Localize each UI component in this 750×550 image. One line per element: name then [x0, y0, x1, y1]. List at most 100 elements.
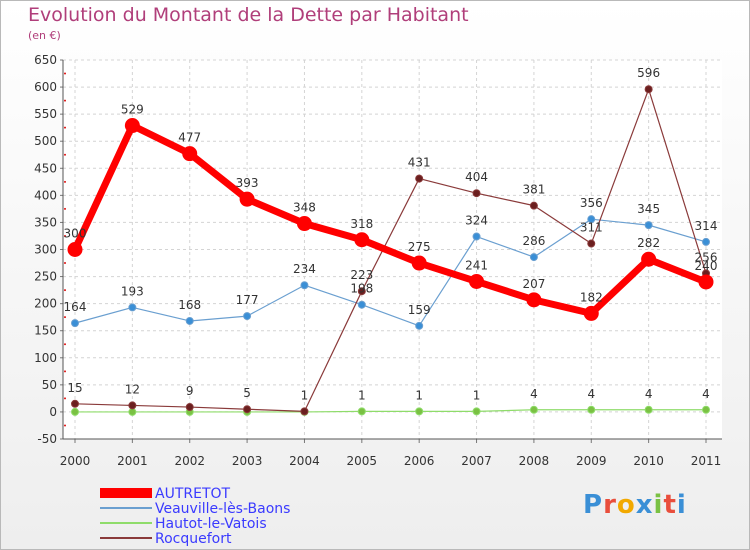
data-point-hautot-le-vatois [71, 407, 79, 416]
x-tick-label: 2002 [174, 454, 205, 468]
data-label-rocquefort: 5 [243, 386, 251, 400]
data-label-rocquefort: 223 [350, 268, 373, 282]
series-line-rocquefort [74, 88, 707, 412]
data-point-rocquefort [587, 239, 596, 248]
data-label-autretot: 182 [580, 290, 603, 304]
data-point-rocquefort [529, 201, 538, 210]
data-label-veauville-l-s-baons: 314 [695, 219, 718, 233]
data-label-autretot: 240 [695, 259, 718, 273]
y-tick-label: 550 [34, 107, 57, 121]
y-minor-tick [64, 180, 66, 183]
data-label-veauville-l-s-baons: 234 [293, 262, 316, 276]
brand-logo: Proxiti [583, 490, 687, 520]
data-label-veauville-l-s-baons: 159 [408, 303, 431, 317]
data-label-veauville-l-s-baons: 286 [522, 234, 545, 248]
y-tick-label: 100 [34, 351, 57, 365]
y-minor-tick [64, 153, 66, 156]
y-tick-label: -50 [37, 432, 57, 446]
data-point-autretot [67, 242, 83, 257]
data-point-veauville-l-s-baons [644, 221, 653, 230]
data-label-hautot-le-vatois: 4 [702, 387, 710, 401]
data-point-rocquefort [128, 401, 137, 410]
y-tick-label: 500 [34, 134, 57, 148]
data-point-autretot [182, 146, 198, 162]
data-label-autretot: 207 [522, 277, 545, 291]
y-tick-label: 300 [34, 243, 57, 257]
brand-letter: x [635, 490, 654, 520]
data-label-hautot-le-vatois: 4 [645, 387, 653, 401]
y-tick-label: 350 [34, 215, 57, 229]
y-minor-tick [64, 424, 66, 427]
y-tick-label: 250 [34, 270, 57, 284]
series-line-autretot [71, 122, 710, 317]
data-point-rocquefort [472, 189, 481, 198]
data-label-rocquefort: 381 [522, 183, 545, 197]
brand-letter: t [663, 490, 677, 520]
data-point-veauville-l-s-baons [529, 253, 538, 262]
y-tick-label: 600 [34, 80, 57, 94]
data-point-hautot-le-vatois [644, 405, 653, 414]
data-label-autretot: 275 [408, 240, 431, 254]
legend-label: Rocquefort [155, 531, 232, 547]
data-point-veauville-l-s-baons [71, 319, 79, 328]
data-point-veauville-l-s-baons [587, 215, 596, 224]
data-label-autretot: 529 [121, 103, 144, 117]
data-label-rocquefort: 15 [67, 381, 82, 395]
data-label-rocquefort: 431 [408, 156, 431, 170]
data-label-hautot-le-vatois: 1 [415, 388, 423, 402]
y-minor-tick [64, 370, 66, 373]
data-label-veauville-l-s-baons: 168 [178, 298, 201, 312]
x-tick-label: 2004 [289, 454, 320, 468]
x-tick-label: 2006 [404, 454, 435, 468]
data-point-hautot-le-vatois [702, 405, 710, 414]
data-label-veauville-l-s-baons: 345 [637, 202, 660, 216]
data-point-veauville-l-s-baons [185, 316, 194, 325]
data-label-rocquefort: 596 [637, 66, 660, 80]
x-tick-label: 2005 [347, 454, 378, 468]
x-tick-label: 2009 [576, 454, 607, 468]
y-tick-label: 150 [34, 324, 57, 338]
y-tick-label: 450 [34, 161, 57, 175]
brand-letter: P [583, 490, 604, 520]
y-minor-tick [64, 343, 66, 346]
data-point-hautot-le-vatois [415, 407, 424, 416]
data-label-veauville-l-s-baons: 198 [350, 282, 373, 296]
brand-letter: r [603, 490, 617, 520]
data-point-autretot [354, 232, 370, 248]
data-label-autretot: 241 [465, 258, 488, 272]
data-label-hautot-le-vatois: 4 [587, 387, 595, 401]
data-label-hautot-le-vatois: 4 [530, 387, 538, 401]
data-point-veauville-l-s-baons [472, 232, 481, 241]
data-label-hautot-le-vatois: 1 [473, 388, 481, 402]
chart-subtitle: (en €) [28, 29, 61, 42]
data-point-veauville-l-s-baons [415, 321, 424, 330]
y-tick-label: 400 [34, 188, 57, 202]
data-point-veauville-l-s-baons [702, 237, 710, 246]
legend-label: AUTRETOT [155, 486, 231, 502]
data-label-autretot: 393 [236, 176, 259, 190]
data-point-rocquefort [415, 174, 424, 183]
data-label-rocquefort: 9 [186, 384, 194, 398]
data-label-autretot: 348 [293, 201, 316, 215]
y-minor-tick [64, 262, 66, 265]
series-line-veauville-l-s-baons [74, 218, 707, 327]
data-point-rocquefort [243, 405, 252, 414]
data-point-veauville-l-s-baons [300, 281, 309, 290]
y-minor-tick [64, 126, 66, 129]
chart-title: Evolution du Montant de la Dette par Hab… [28, 4, 469, 26]
y-minor-tick [64, 72, 66, 75]
legend: AUTRETOTVeauville-lès-BaonsHautot-le-Vat… [100, 486, 290, 547]
x-tick-label: 2001 [117, 454, 148, 468]
x-tick-label: 2011 [691, 454, 722, 468]
data-label-rocquefort: 12 [125, 382, 140, 396]
series-layer [67, 85, 714, 416]
legend-label: Veauville-lès-Baons [155, 501, 290, 517]
data-label-veauville-l-s-baons: 164 [64, 300, 87, 314]
data-label-rocquefort: 311 [580, 221, 603, 235]
x-tick-label: 2000 [60, 454, 91, 468]
y-tick-label: 50 [42, 378, 57, 392]
y-minor-tick [64, 289, 66, 292]
data-label-autretot: 318 [350, 217, 373, 231]
data-point-autretot [698, 274, 714, 290]
